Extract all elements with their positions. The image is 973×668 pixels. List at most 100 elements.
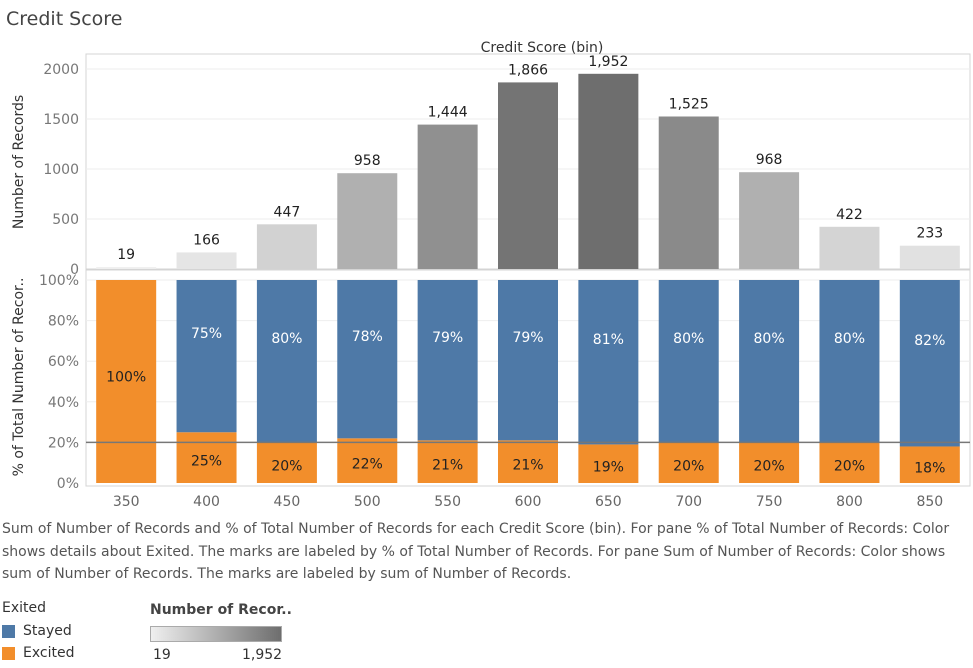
stayed-bar-500	[337, 280, 398, 439]
stayed-bar-label: 80%	[271, 331, 302, 347]
stayed-swatch	[2, 624, 15, 638]
count-tick-label: 0	[70, 262, 79, 278]
count-bar-750	[739, 172, 800, 269]
excited-bar-label: 20%	[271, 459, 302, 475]
stayed-bar-label: 80%	[834, 331, 865, 347]
stayed-bar-600	[498, 280, 558, 441]
x-tick-label: 800	[836, 494, 863, 510]
excited-bar-700	[658, 442, 719, 483]
percent-pane-frame	[85, 269, 971, 487]
count-bar-600	[498, 82, 558, 270]
count-bar-label: 968	[756, 152, 783, 168]
count-bar-label: 166	[193, 232, 220, 248]
legend-count-min: 19	[153, 647, 171, 663]
count-bar-label: 447	[274, 204, 301, 220]
percent-tick-label: 100%	[39, 273, 79, 289]
stayed-bar-700	[658, 280, 719, 443]
legend-item-stayed[interactable]: Stayed	[2, 620, 74, 642]
count-bar-550	[417, 124, 478, 269]
legend-exited-title: Exited	[2, 600, 47, 616]
x-tick-label: 400	[193, 494, 220, 510]
excited-bar-label: 21%	[432, 458, 463, 474]
excited-bar-400	[176, 432, 237, 483]
stayed-bar-800	[819, 280, 880, 443]
stayed-bar-label: 79%	[512, 330, 543, 346]
excited-bar-label: 20%	[754, 459, 785, 475]
count-bar-850	[899, 245, 960, 269]
top-axis-title: Credit Score (bin)	[481, 40, 604, 56]
count-tick-label: 1000	[43, 162, 79, 178]
color-gradient-ramp	[150, 626, 282, 642]
stayed-bar-label: 79%	[432, 330, 463, 346]
legend-item-stayed-label: Stayed	[23, 623, 72, 639]
excited-bar-450	[256, 442, 317, 483]
count-tick-label: 2000	[43, 62, 79, 78]
excited-bar-750	[739, 442, 800, 483]
excited-bar-label: 22%	[352, 457, 383, 473]
count-bar-450	[256, 224, 317, 269]
x-tick-label: 700	[675, 494, 702, 510]
legend-number-of-records: Number of Recor.. 19 1,952	[150, 602, 292, 665]
count-bar-650	[578, 73, 639, 269]
stayed-bar-750	[739, 280, 800, 443]
x-tick-label: 550	[434, 494, 461, 510]
count-bar-350	[96, 267, 157, 269]
excited-bar-650	[578, 444, 639, 483]
legend-count-title: Number of Recor..	[150, 602, 292, 618]
legend-item-excited-label: Excited	[23, 645, 75, 661]
count-bar-700	[658, 116, 719, 269]
count-bar-label: 19	[117, 247, 135, 263]
excited-bar-label: 19%	[593, 460, 624, 476]
stayed-bar-400	[176, 280, 237, 433]
excited-bar-600	[498, 440, 558, 483]
stayed-bar-650	[578, 280, 639, 445]
excited-bar-350	[96, 280, 157, 483]
page-title: Credit Score	[6, 8, 123, 30]
excited-bar-550	[417, 440, 478, 483]
legend-exited: Exited Stayed Excited	[2, 600, 74, 664]
count-bar-label: 958	[354, 153, 381, 169]
count-bar-500	[337, 173, 398, 269]
stayed-bar-label: 78%	[352, 329, 383, 345]
x-tick-label: 450	[274, 494, 301, 510]
count-tick-label: 1500	[43, 112, 79, 128]
count-bar-label: 1,525	[669, 97, 709, 113]
stayed-bar-label: 81%	[593, 332, 624, 348]
excited-bar-label: 100%	[106, 370, 146, 386]
percent-axis-label: % of Total Number of Recor..	[11, 278, 27, 477]
count-bar-label: 1,444	[428, 105, 468, 121]
count-tick-label: 500	[52, 212, 79, 228]
stayed-bar-450	[256, 280, 317, 443]
stayed-bar-label: 80%	[673, 331, 704, 347]
legend-item-excited[interactable]: Excited	[2, 642, 74, 664]
stayed-bar-850	[899, 280, 960, 447]
excited-bar-label: 25%	[191, 454, 222, 470]
stayed-bar-label: 82%	[914, 333, 945, 349]
count-bar-label: 422	[836, 207, 863, 223]
count-bar-label: 1,952	[588, 54, 628, 70]
excited-bar-label: 21%	[512, 458, 543, 474]
excited-bar-label: 20%	[673, 459, 704, 475]
x-tick-label: 600	[515, 494, 542, 510]
count-bar-label: 1,866	[508, 62, 548, 78]
excited-bar-label: 20%	[834, 459, 865, 475]
excited-swatch	[2, 646, 15, 660]
x-tick-label: 500	[354, 494, 381, 510]
legend-count-max: 1,952	[242, 647, 283, 663]
x-tick-label: 850	[916, 494, 943, 510]
excited-bar-800	[819, 442, 880, 483]
count-axis-label: Number of Records	[11, 95, 27, 229]
x-tick-label: 750	[756, 494, 783, 510]
count-bar-800	[819, 226, 880, 269]
x-tick-label: 650	[595, 494, 622, 510]
stayed-bar-label: 75%	[191, 326, 222, 342]
percent-tick-label: 0%	[57, 476, 79, 492]
stayed-bar-550	[417, 280, 478, 441]
excited-bar-label: 18%	[914, 461, 945, 477]
credit-score-chart: Credit Score (bin) 0 500 1000 1500 2000 Number…	[11, 40, 971, 510]
percent-tick-label: 20%	[48, 435, 79, 451]
percent-tick-label: 60%	[48, 354, 79, 370]
chart-caption: Sum of Number of Records and % of Total …	[2, 521, 950, 582]
percent-tick-label: 80%	[48, 314, 79, 330]
count-bar-label: 233	[916, 226, 943, 242]
